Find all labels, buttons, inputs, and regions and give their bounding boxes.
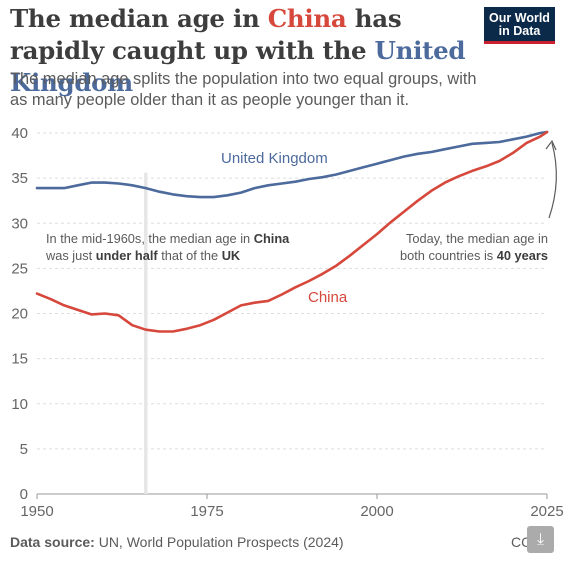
- y-tick-0: 0: [20, 486, 28, 503]
- series-line-china: [35, 130, 549, 333]
- y-tick-40: 40: [11, 125, 28, 142]
- title-china: China: [267, 4, 347, 33]
- license-text[interactable]: CC: [511, 534, 532, 550]
- chart-title: The median age in China has rapidly caug…: [10, 4, 466, 97]
- series-lines: [35, 130, 549, 333]
- y-tick-35: 35: [11, 170, 28, 187]
- annotation-left-line1: In the mid-1960s, the median age in Chin…: [46, 231, 290, 246]
- annotation-right-line2: both countries is 40 years: [400, 248, 548, 263]
- grid-lines: [37, 132, 547, 495]
- series-label-china: China: [308, 289, 348, 306]
- x-axis-ticks: 1950 1975 2000 2025: [20, 494, 564, 520]
- y-tick-10: 10: [11, 396, 28, 413]
- owid-logo[interactable]: Our World in Data: [484, 7, 555, 44]
- data-source: Data source: UN, World Population Prospe…: [10, 534, 344, 550]
- series-label-uk: United Kingdom: [221, 150, 328, 167]
- y-axis-ticks: 0 5 10 15 20 25 30 35 40: [11, 125, 28, 503]
- chart-subtitle: The median age splits the population int…: [10, 70, 477, 109]
- download-icon[interactable]: ⤓: [527, 526, 554, 553]
- annotation-right-line1: Today, the median age in: [406, 231, 548, 246]
- y-tick-25: 25: [11, 260, 28, 277]
- title-uk: United Kingdom: [10, 36, 466, 97]
- x-tick-2000: 2000: [360, 503, 393, 520]
- series-line-uk: [35, 130, 549, 199]
- annotation-left-line2: was just under half that of the UK: [45, 248, 241, 263]
- y-tick-30: 30: [11, 215, 28, 232]
- x-tick-2025: 2025: [530, 503, 563, 520]
- x-tick-1975: 1975: [190, 503, 223, 520]
- y-tick-15: 15: [11, 351, 28, 368]
- annotation-arrowhead: [545, 139, 557, 151]
- x-tick-1950: 1950: [20, 503, 53, 520]
- y-tick-20: 20: [11, 306, 28, 323]
- y-tick-5: 5: [20, 441, 28, 458]
- annotation-arrow: [548, 142, 557, 219]
